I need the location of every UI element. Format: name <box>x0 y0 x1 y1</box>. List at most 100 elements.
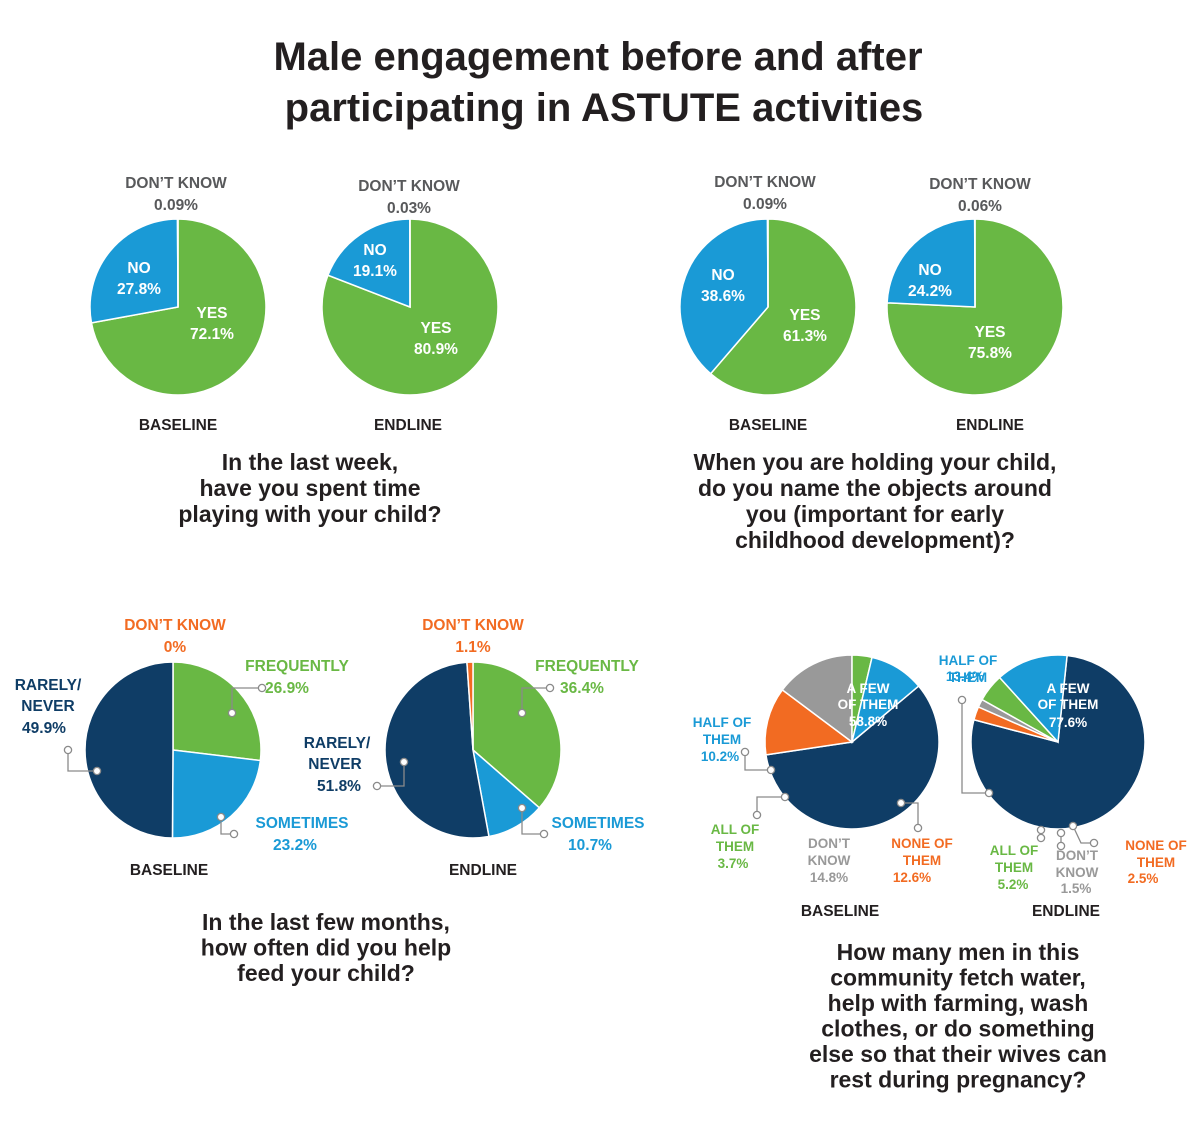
feed-b-sometimes-callout-dot-end <box>229 829 239 839</box>
com-b-all-label-1: ALL OF <box>711 822 760 837</box>
com-b-dk-label-1: DON’T <box>808 836 851 851</box>
com-b-half-label-1: HALF OF <box>693 715 752 730</box>
com-e-dk-callout-dot-end <box>1056 841 1066 851</box>
com-e-none-label-2: THEM <box>1137 855 1175 870</box>
dontknow-value-0-1: 0.03% <box>387 200 431 217</box>
feed-e-dontknow-label: DON’T KNOW <box>422 617 524 634</box>
feed-b-sometimes-callout-line <box>220 817 234 835</box>
feed-e-sometimes-label: SOMETIMES <box>551 815 644 832</box>
yes-label-0-1: YES <box>420 320 451 337</box>
dontknow-value-1-0: 0.09% <box>743 196 787 213</box>
no-label-1-0: NO <box>711 267 734 284</box>
com-b-dk-value: 14.8% <box>810 870 848 885</box>
feed-b-frequently-callout-dot-end <box>257 683 267 693</box>
question-3-line-4: else so that their wives can <box>809 1041 1107 1067</box>
pie-slice-3-0-1 <box>764 688 854 756</box>
feed-b-frequently-callout-dot-start <box>227 708 237 718</box>
period-label-0-1: ENDLINE <box>374 417 442 434</box>
title-line-2: participating in ASTUTE activities <box>285 86 924 130</box>
period-label-0-0: BASELINE <box>139 417 217 434</box>
question-3-line-5: rest during pregnancy? <box>830 1067 1087 1093</box>
feed-b-dontknow-label: DON’T KNOW <box>124 617 226 634</box>
no-value-1-1: 24.2% <box>908 283 952 300</box>
dontknow-value-0-0: 0.09% <box>154 197 198 214</box>
com-b-half-callout-dot-start <box>766 765 776 775</box>
com-e-none-label-1: NONE OF <box>1125 838 1187 853</box>
feed-b-sometimes-label: SOMETIMES <box>255 815 348 832</box>
feed-e-rarely-callout-dot-end <box>372 781 382 791</box>
period-label-3-0: BASELINE <box>801 903 879 920</box>
com-b-all-callout-line <box>756 796 785 815</box>
dontknow-value-1-1: 0.06% <box>958 198 1002 215</box>
feed-b-frequently-callout-line <box>231 687 262 713</box>
com-b-none-label-1: NONE OF <box>891 836 953 851</box>
com-e-none-callout-line <box>1072 825 1094 844</box>
com-e-all-callout-dot-end <box>1036 833 1046 843</box>
com-e-half-value: 13.4% <box>946 669 984 684</box>
pie-slice-1-0-1 <box>679 218 769 375</box>
question-1-line-1: do you name the objects around <box>698 475 1052 501</box>
com-b-none-callout-dot-end <box>913 823 923 833</box>
com-b-afew-label-2: OF THEM <box>838 697 899 712</box>
question-1-line-0: When you are holding your child, <box>694 449 1057 475</box>
period-label-2-1: ENDLINE <box>449 862 517 879</box>
dontknow-label-0-1: DON’T KNOW <box>358 178 460 195</box>
feed-e-dontknow-value: 1.1% <box>455 639 491 656</box>
charts-layer: YES 72.1% NO 27.8% DON’T KNOW 0.09% BASELINE YE… <box>15 174 1187 1093</box>
com-e-afew-value: 77.6% <box>1049 715 1087 730</box>
question-2-line-2: feed your child? <box>237 960 415 986</box>
com-e-afew-label-2: OF THEM <box>1038 697 1099 712</box>
period-label-2-0: BASELINE <box>130 862 208 879</box>
question-0-line-1: have you spent time <box>199 475 420 501</box>
pie-slice-1-1-1 <box>886 218 976 308</box>
no-label-0-1: NO <box>363 242 386 259</box>
feed-b-rarely-callout-line <box>67 750 97 772</box>
pie-slice-2-1-0 <box>472 661 562 809</box>
period-label-1-1: ENDLINE <box>956 417 1024 434</box>
com-e-all-label-2: THEM <box>995 860 1033 875</box>
com-b-half-label-2: THEM <box>703 732 741 747</box>
yes-value-0-0: 72.1% <box>190 326 234 343</box>
period-label-3-1: ENDLINE <box>1032 903 1100 920</box>
feed-b-frequently-label: FREQUENTLY <box>245 658 349 675</box>
question-3-line-0: How many men in this <box>837 939 1080 965</box>
question-1-line-2: you (important for early <box>746 501 1004 527</box>
pie-slice-3-0-2 <box>781 654 853 744</box>
com-b-half-value: 10.2% <box>701 749 739 764</box>
feed-b-rarely-label-2: NEVER <box>21 698 74 715</box>
question-1-line-3: childhood development)? <box>735 527 1015 553</box>
feed-e-frequently-value: 36.4% <box>560 680 604 697</box>
feed-e-rarely-value: 51.8% <box>317 778 361 795</box>
feed-b-dontknow-value: 0% <box>164 639 187 656</box>
question-3-line-2: help with farming, wash <box>828 990 1089 1016</box>
feed-e-frequently-callout-line <box>521 687 550 713</box>
feed-b-rarely-callout-dot-end <box>63 745 73 755</box>
question-0-line-0: In the last week, <box>222 449 398 475</box>
feed-e-frequently-callout-dot-end <box>545 683 555 693</box>
feed-e-sometimes-callout-dot-end <box>539 829 549 839</box>
feed-e-rarely-label-2: NEVER <box>308 756 361 773</box>
com-e-all-callout-dot-start <box>1036 825 1046 835</box>
yes-label-1-1: YES <box>974 324 1005 341</box>
question-2-line-0: In the last few months, <box>202 909 450 935</box>
com-e-none-value: 2.5% <box>1128 871 1159 886</box>
dontknow-label-1-1: DON’T KNOW <box>929 176 1031 193</box>
pie-slice-2-0-0 <box>172 661 262 762</box>
com-b-none-callout-line <box>901 802 919 828</box>
title-line-1: Male engagement before and after <box>273 35 922 79</box>
com-e-half-callout-dot-start <box>984 788 994 798</box>
com-e-dk-callout-dot-start <box>1056 828 1066 838</box>
feed-b-frequently-value: 26.9% <box>265 680 309 697</box>
feed-e-rarely-label-1: RARELY/ <box>304 735 371 752</box>
pie-slice-2-1-2 <box>384 661 490 839</box>
question-2-line-1: how often did you help <box>201 935 451 961</box>
com-b-all-value: 3.7% <box>718 856 749 871</box>
com-b-none-callout-dot-start <box>896 798 906 808</box>
yes-value-0-1: 80.9% <box>414 341 458 358</box>
feed-e-rarely-callout-line <box>377 762 405 787</box>
feed-e-rarely-callout-dot-start <box>399 757 409 767</box>
com-b-half-callout-dot-end <box>740 747 750 757</box>
com-b-afew-label-1: A FEW <box>847 681 890 696</box>
feed-b-rarely-label-1: RARELY/ <box>15 677 82 694</box>
pie-slice-2-0-2 <box>84 661 174 839</box>
